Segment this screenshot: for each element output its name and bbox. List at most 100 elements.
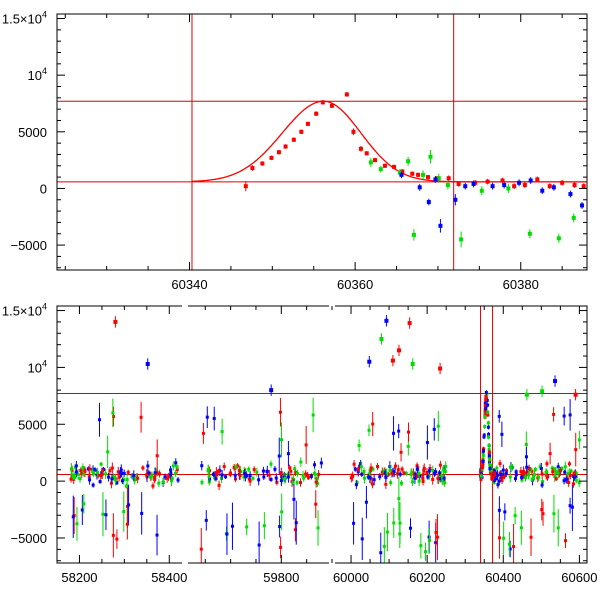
point-marker (483, 404, 487, 408)
point-marker (486, 435, 490, 439)
point-marker (444, 464, 448, 468)
data-point (224, 474, 228, 479)
data-point (293, 464, 297, 473)
point-marker (273, 467, 277, 471)
point-marker (453, 197, 458, 202)
point-marker (267, 473, 271, 477)
data-point (580, 202, 585, 209)
point-marker (204, 518, 208, 522)
data-point (110, 462, 114, 474)
axis-break (182, 304, 188, 308)
data-point (136, 473, 140, 484)
point-marker (110, 466, 114, 470)
data-point (320, 100, 325, 105)
point-marker (320, 100, 325, 105)
data-point (486, 409, 490, 415)
point-marker (497, 414, 501, 418)
data-point (349, 473, 353, 483)
data-point (170, 476, 174, 481)
data-point (494, 476, 498, 482)
data-point (110, 473, 114, 484)
point-marker (125, 478, 129, 482)
point-marker (432, 427, 436, 431)
point-marker (502, 536, 506, 540)
data-point (228, 468, 232, 478)
point-marker (431, 477, 435, 481)
data-point (539, 463, 543, 474)
point-marker (409, 472, 413, 476)
point-marker (417, 185, 422, 190)
point-marker (456, 181, 461, 186)
axis-break (182, 561, 188, 565)
point-marker (385, 530, 389, 534)
data-point (535, 176, 540, 183)
point-marker (537, 475, 541, 479)
point-marker (278, 525, 282, 529)
point-marker (299, 129, 304, 134)
point-marker (136, 476, 140, 480)
superscript: 4 (42, 358, 47, 368)
point-marker (238, 474, 242, 478)
data-point (432, 418, 436, 441)
point-marker (275, 480, 279, 484)
point-marker (213, 472, 217, 476)
data-point (367, 424, 371, 437)
data-point (200, 479, 204, 486)
point-marker (501, 468, 505, 472)
point-marker (305, 121, 310, 126)
point-marker (540, 188, 545, 193)
point-marker (471, 181, 476, 186)
data-point (442, 474, 446, 481)
point-marker (314, 480, 318, 484)
data-point (479, 186, 484, 196)
data-point (438, 474, 442, 483)
point-marker (242, 475, 246, 479)
point-marker (376, 464, 380, 468)
point-marker (212, 417, 216, 421)
data-point (168, 470, 172, 480)
point-marker (269, 477, 273, 481)
top-panel: 60340 60360 60380 1.5×104 104 5000 0 −5000 (2, 10, 588, 292)
data-point (408, 518, 412, 539)
point-marker (567, 481, 571, 485)
data-point (396, 469, 400, 479)
point-marker (488, 457, 492, 461)
data-point (344, 92, 349, 97)
data-point (551, 467, 555, 476)
point-marker (293, 467, 297, 471)
point-marker (100, 472, 104, 476)
data-point (553, 375, 558, 387)
point-marker (487, 448, 491, 452)
point-marker (497, 479, 501, 483)
point-marker (481, 454, 485, 458)
point-marker (262, 475, 266, 479)
point-marker (488, 450, 492, 454)
point-marker (353, 467, 357, 471)
point-marker (527, 231, 532, 236)
point-marker (276, 150, 281, 155)
point-marker (541, 512, 545, 516)
y-tick-label: 0 (40, 181, 47, 196)
point-marker (540, 483, 544, 487)
data-point (279, 475, 283, 487)
data-point (486, 402, 490, 408)
point-marker (217, 483, 221, 487)
point-marker (524, 442, 528, 446)
data-point (571, 479, 575, 488)
data-point (571, 213, 576, 223)
point-marker (481, 459, 485, 463)
point-marker (507, 542, 511, 546)
point-marker (524, 476, 528, 480)
point-marker (91, 470, 95, 474)
point-marker (224, 475, 228, 479)
point-marker (560, 467, 564, 471)
data-point (132, 470, 136, 481)
point-marker (153, 478, 157, 482)
data-point (392, 507, 396, 538)
point-marker (550, 466, 554, 470)
point-marker (411, 232, 416, 237)
point-marker (371, 422, 375, 426)
data-point (126, 469, 130, 475)
point-marker (427, 538, 431, 542)
data-point (440, 470, 444, 481)
